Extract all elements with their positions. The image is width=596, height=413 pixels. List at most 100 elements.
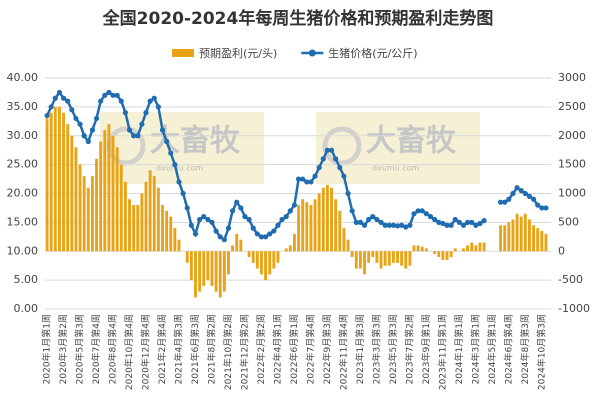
watermark-url: dxumu.com	[156, 164, 204, 173]
bar	[441, 251, 445, 260]
bar	[445, 251, 449, 260]
legend-marker	[308, 49, 316, 57]
bar	[338, 210, 342, 252]
bar	[297, 205, 301, 252]
y-tick-label: 15.00	[7, 215, 39, 228]
marker	[44, 112, 50, 119]
legend-swatch	[172, 49, 194, 57]
watermark-box	[316, 112, 480, 184]
bar	[358, 251, 362, 269]
marker	[176, 179, 182, 185]
y2-tick-label: 1000	[558, 187, 586, 200]
bar	[214, 251, 218, 292]
marker	[246, 216, 252, 223]
x-tick-label: 2024年8月第3周	[519, 314, 531, 384]
bar	[363, 251, 366, 275]
marker	[407, 222, 413, 228]
marker	[419, 208, 425, 214]
marker	[60, 95, 67, 101]
marker	[114, 92, 120, 98]
y-tick-label: 25.00	[7, 158, 39, 171]
bar	[136, 205, 140, 252]
legend-label: 生猪价格(元/公斤)	[328, 46, 417, 60]
marker	[213, 228, 219, 234]
marker	[357, 219, 364, 225]
bar	[74, 147, 78, 252]
x-tick-label: 2021年2月第4周	[156, 314, 168, 384]
marker	[122, 110, 128, 116]
marker	[535, 202, 541, 208]
marker	[444, 222, 450, 228]
marker	[279, 216, 285, 223]
marker	[295, 176, 302, 182]
bar	[169, 216, 173, 252]
bar	[272, 251, 276, 269]
bar	[515, 213, 519, 252]
bar	[412, 245, 416, 252]
legend-label: 预期盈利(元/头)	[199, 47, 277, 60]
marker	[159, 127, 166, 133]
bar	[346, 239, 350, 252]
marker	[518, 188, 524, 194]
marker	[164, 138, 170, 145]
bar	[165, 210, 169, 252]
bar	[198, 251, 202, 292]
bar	[474, 245, 478, 252]
x-tick-label: 2020年12月第4周	[140, 314, 152, 390]
marker	[399, 222, 405, 228]
marker	[188, 222, 194, 228]
marker	[93, 115, 100, 122]
bar	[532, 225, 536, 252]
bar	[235, 233, 239, 252]
marker	[324, 147, 331, 153]
marker	[477, 220, 483, 227]
bar	[288, 245, 292, 252]
marker	[390, 222, 396, 228]
marker	[526, 193, 533, 199]
bar	[416, 245, 420, 252]
bar	[536, 228, 540, 252]
bar	[507, 222, 511, 252]
bar	[144, 181, 148, 252]
bar	[334, 199, 338, 252]
bar	[95, 158, 98, 252]
marker	[85, 138, 91, 145]
marker	[201, 214, 207, 220]
bar	[408, 251, 412, 266]
bar	[433, 251, 437, 255]
marker	[300, 176, 306, 182]
marker	[427, 214, 434, 220]
marker	[234, 199, 240, 205]
marker	[77, 121, 83, 127]
marker	[275, 222, 281, 228]
marker	[304, 179, 310, 185]
y-tick-label: 35.00	[7, 100, 39, 113]
bar	[194, 251, 197, 298]
bar	[387, 251, 391, 266]
bar	[107, 124, 111, 252]
marker	[197, 216, 203, 223]
bar	[111, 135, 115, 252]
marker	[366, 216, 372, 223]
marker	[497, 199, 504, 205]
marker	[48, 104, 54, 110]
marker	[469, 219, 475, 225]
marker	[52, 95, 58, 101]
marker	[131, 133, 137, 139]
marker	[81, 133, 87, 139]
bar	[45, 118, 49, 252]
bar	[330, 187, 333, 252]
marker	[102, 92, 108, 98]
marker	[89, 127, 96, 133]
bar	[350, 251, 354, 258]
marker	[98, 98, 104, 104]
y-tick-label: 40.00	[7, 71, 39, 84]
bar	[383, 251, 387, 266]
marker	[126, 127, 133, 133]
bar	[309, 205, 313, 252]
bar	[371, 251, 375, 258]
bar	[227, 251, 230, 275]
bar	[462, 248, 465, 252]
marker	[312, 173, 318, 179]
bar	[342, 228, 346, 252]
